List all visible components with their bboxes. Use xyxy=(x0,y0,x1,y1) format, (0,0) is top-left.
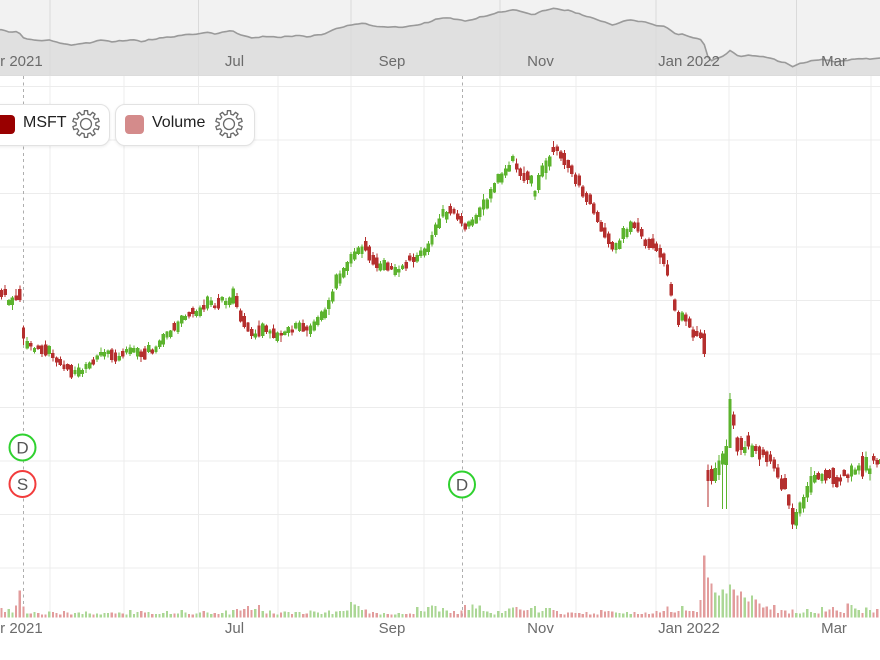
svg-text:Nov: Nov xyxy=(527,620,554,637)
svg-text:Apr 2021: Apr 2021 xyxy=(0,620,43,637)
svg-text:Jan 2022: Jan 2022 xyxy=(658,53,720,70)
svg-text:Jul: Jul xyxy=(225,53,244,70)
svg-text:D: D xyxy=(456,476,468,495)
svg-text:Jan 2022: Jan 2022 xyxy=(658,620,720,637)
svg-text:Sep: Sep xyxy=(379,620,406,637)
svg-text:Nov: Nov xyxy=(527,53,554,70)
svg-text:Jul: Jul xyxy=(225,620,244,637)
svg-text:Sep: Sep xyxy=(379,53,406,70)
svg-text:S: S xyxy=(17,475,28,494)
svg-text:Mar: Mar xyxy=(821,620,847,637)
svg-text:Mar: Mar xyxy=(821,53,847,70)
svg-text:D: D xyxy=(16,439,28,458)
svg-text:Apr 2021: Apr 2021 xyxy=(0,53,43,70)
